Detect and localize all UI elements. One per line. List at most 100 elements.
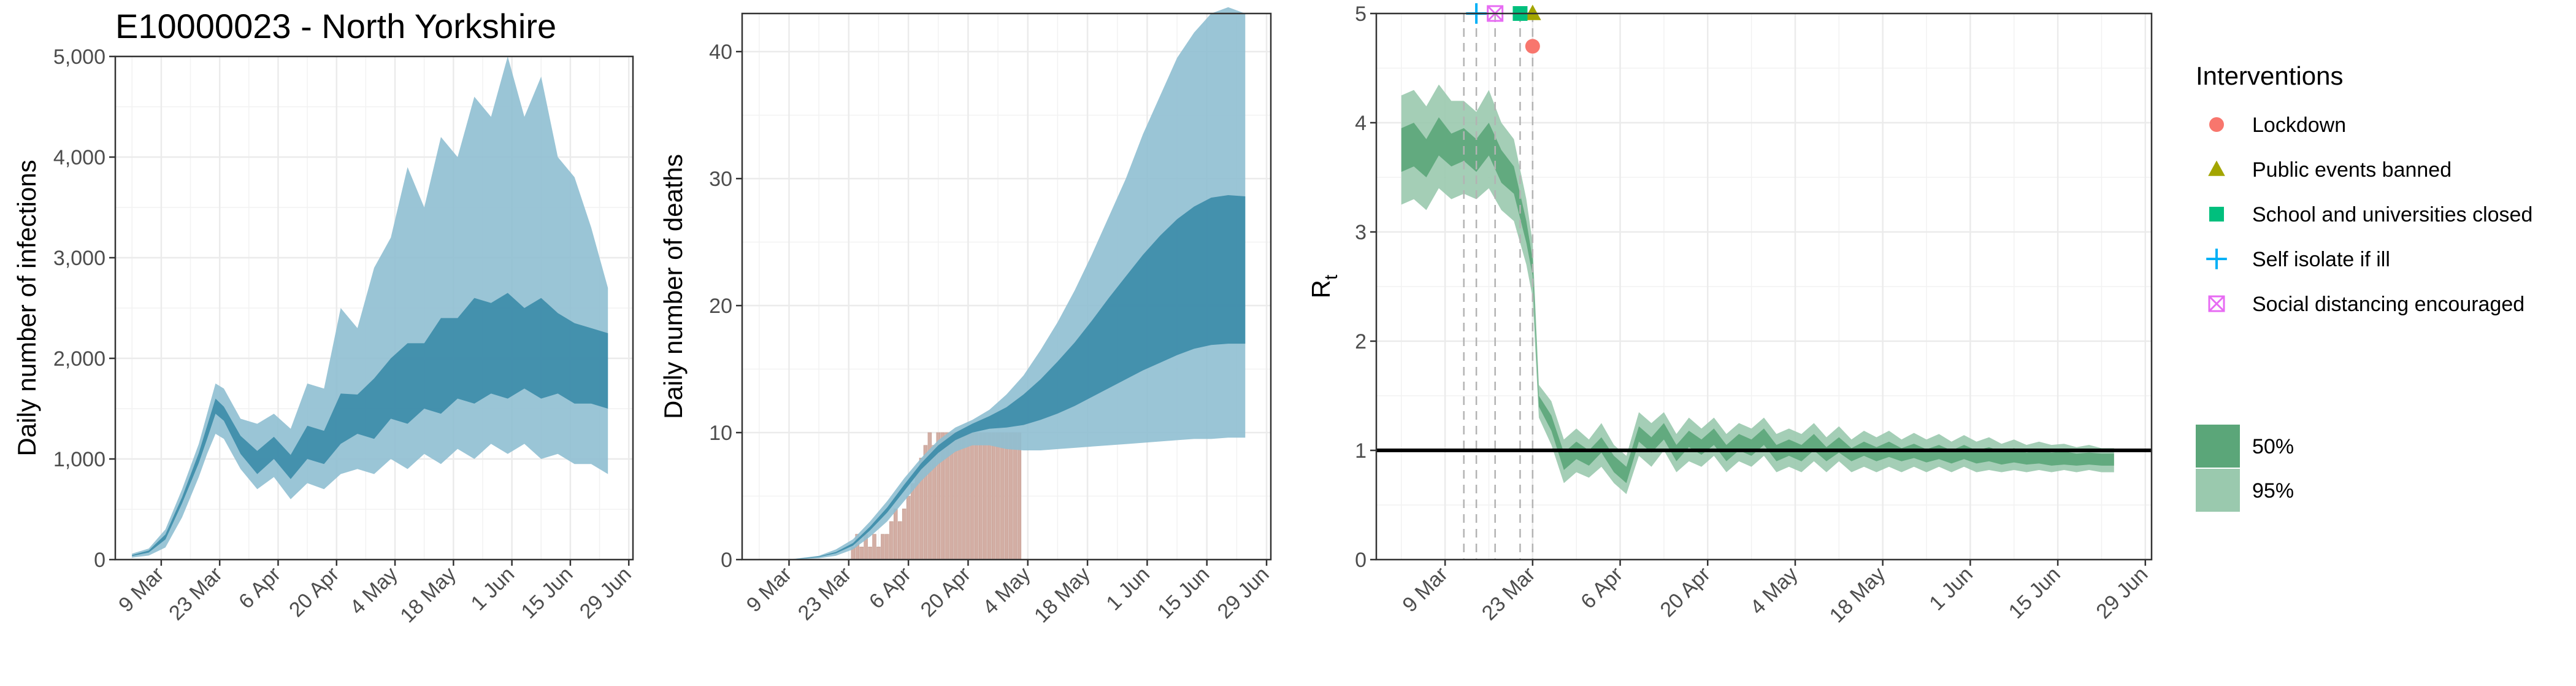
band-50-ci bbox=[759, 195, 1246, 560]
y-tick-label: 40 bbox=[709, 40, 732, 64]
y-axis-label: Daily number of infections bbox=[12, 160, 41, 456]
observed-deaths-bar bbox=[979, 432, 983, 560]
observed-deaths-bar bbox=[970, 432, 975, 560]
x-tick-label: 6 Apr bbox=[234, 563, 285, 614]
observed-deaths-bar bbox=[1000, 432, 1005, 560]
observed-deaths-bar bbox=[872, 534, 876, 560]
panel-border bbox=[114, 55, 634, 561]
band-95-ci bbox=[132, 56, 608, 558]
observed-deaths-bar bbox=[881, 534, 885, 560]
x-tick-label: 18 May bbox=[1825, 563, 1890, 628]
intervention-marker-circle bbox=[1525, 39, 1540, 54]
observed-deaths-bar bbox=[894, 508, 898, 560]
legend-ci-label: 95% bbox=[2252, 479, 2294, 503]
y-tick-label: 0 bbox=[721, 549, 732, 572]
x-tick-label: 4 May bbox=[978, 563, 1035, 619]
y-tick-label: 10 bbox=[709, 422, 732, 445]
observed-deaths-bar bbox=[1004, 432, 1009, 560]
y-axis-label: Daily number of deaths bbox=[659, 154, 688, 419]
observed-deaths-bar bbox=[966, 432, 970, 560]
x-tick-label: 9 Mar bbox=[742, 563, 796, 617]
y-tick-label: 4,000 bbox=[53, 146, 105, 169]
chart-title: E10000023 - North Yorkshire bbox=[115, 7, 556, 45]
legend-marker-plus bbox=[2206, 249, 2227, 269]
y-axis-label-subscript: t bbox=[1321, 274, 1341, 280]
x-tick-label: 15 Jun bbox=[516, 563, 577, 623]
legend-marker-square bbox=[2209, 207, 2224, 222]
observed-deaths-bar bbox=[991, 432, 996, 560]
x-tick-label: 23 Mar bbox=[794, 563, 856, 625]
x-tick-label: 18 May bbox=[396, 563, 461, 628]
intervention-marker-triangle bbox=[1524, 4, 1541, 20]
y-tick-label: 30 bbox=[709, 168, 732, 191]
observed-deaths-bar bbox=[902, 508, 907, 560]
observed-deaths-bar bbox=[859, 547, 864, 560]
y-tick-label: 1 bbox=[1355, 439, 1367, 463]
band-50-ci bbox=[132, 293, 608, 557]
legend-item-label: School and universities closed bbox=[2252, 203, 2532, 226]
legend-marker-boxx bbox=[2208, 295, 2225, 312]
x-tick-label: 15 Jun bbox=[2004, 563, 2065, 623]
legend-ci-label: 50% bbox=[2252, 435, 2294, 458]
observed-deaths-bar bbox=[987, 432, 992, 560]
y-tick-label: 3,000 bbox=[53, 247, 105, 270]
x-tick-label: 15 Jun bbox=[1153, 563, 1214, 623]
y-tick-label: 0 bbox=[94, 549, 105, 572]
observed-deaths-bar bbox=[885, 534, 889, 560]
legend: Interventions Lockdown Public events bann… bbox=[2196, 61, 2532, 512]
y-tick-label: 20 bbox=[709, 295, 732, 318]
y-axis-label: Rt bbox=[1306, 274, 1341, 298]
x-tick-label: 29 Jun bbox=[575, 563, 636, 623]
legend-item-label: Social distancing encouraged bbox=[2252, 293, 2524, 316]
observed-deaths-bar bbox=[983, 432, 987, 560]
legend-item-label: Self isolate if ill bbox=[2252, 248, 2390, 271]
x-tick-label: 18 May bbox=[1030, 563, 1095, 628]
observed-deaths-bar bbox=[975, 432, 979, 560]
observed-deaths-bar bbox=[1008, 432, 1013, 560]
panel-border bbox=[741, 12, 1272, 561]
band-95-ci bbox=[759, 7, 1246, 560]
y-tick-label: 4 bbox=[1355, 112, 1367, 135]
y-tick-label: 3 bbox=[1355, 221, 1367, 244]
x-tick-label: 1 Jun bbox=[1102, 563, 1154, 615]
observed-deaths-bar bbox=[910, 483, 915, 560]
observed-deaths-bar bbox=[957, 432, 962, 560]
x-tick-label: 29 Jun bbox=[1213, 563, 1274, 623]
x-tick-label: 1 Jun bbox=[467, 563, 519, 615]
x-tick-label: 20 Apr bbox=[916, 563, 975, 622]
x-tick-label: 9 Mar bbox=[1398, 563, 1452, 617]
observed-deaths-bar bbox=[897, 521, 902, 560]
y-tick-label: 5,000 bbox=[53, 45, 105, 69]
observed-deaths-bar bbox=[962, 432, 966, 560]
legend-title: Interventions bbox=[2196, 61, 2343, 90]
legend-marker-circle bbox=[2209, 117, 2224, 132]
legend-ci-swatch bbox=[2196, 469, 2240, 512]
observed-deaths-bar bbox=[876, 547, 881, 560]
x-tick-label: 29 Jun bbox=[2091, 563, 2152, 623]
x-tick-label: 1 Jun bbox=[1925, 563, 1977, 615]
x-tick-label: 20 Apr bbox=[285, 563, 343, 622]
y-tick-label: 2,000 bbox=[53, 347, 105, 371]
y-tick-label: 2 bbox=[1355, 330, 1367, 353]
observed-deaths-bar bbox=[868, 547, 872, 560]
rt-panel: 0 1 2 3 4 5 9 Mar 23 Mar 6 Apr 20 Apr 4 May 18 May 1… bbox=[1306, 2, 2152, 627]
legend-ci-swatch bbox=[2196, 425, 2240, 468]
legend-item-label: Public events banned bbox=[2252, 158, 2451, 182]
y-tick-label: 1,000 bbox=[53, 448, 105, 471]
x-tick-label: 23 Mar bbox=[164, 563, 227, 625]
x-tick-label: 4 May bbox=[1746, 563, 1802, 619]
panel-border bbox=[1375, 12, 2153, 561]
observed-deaths-bar bbox=[889, 521, 894, 560]
y-tick-label: 5 bbox=[1355, 2, 1367, 26]
observed-deaths-bar bbox=[1013, 432, 1018, 560]
x-tick-label: 6 Apr bbox=[1576, 563, 1627, 614]
observed-deaths-bar bbox=[995, 432, 1000, 560]
x-tick-label: 6 Apr bbox=[865, 563, 916, 614]
y-tick-label: 0 bbox=[1355, 549, 1367, 572]
x-tick-label: 23 Mar bbox=[1478, 563, 1540, 625]
legend-item-label: Lockdown bbox=[2252, 114, 2346, 137]
